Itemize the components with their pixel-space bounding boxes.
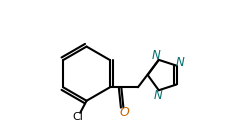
Text: N: N — [153, 89, 162, 102]
Text: Cl: Cl — [73, 112, 84, 122]
Text: O: O — [119, 106, 129, 119]
Text: N: N — [151, 49, 160, 62]
Text: N: N — [175, 56, 184, 69]
